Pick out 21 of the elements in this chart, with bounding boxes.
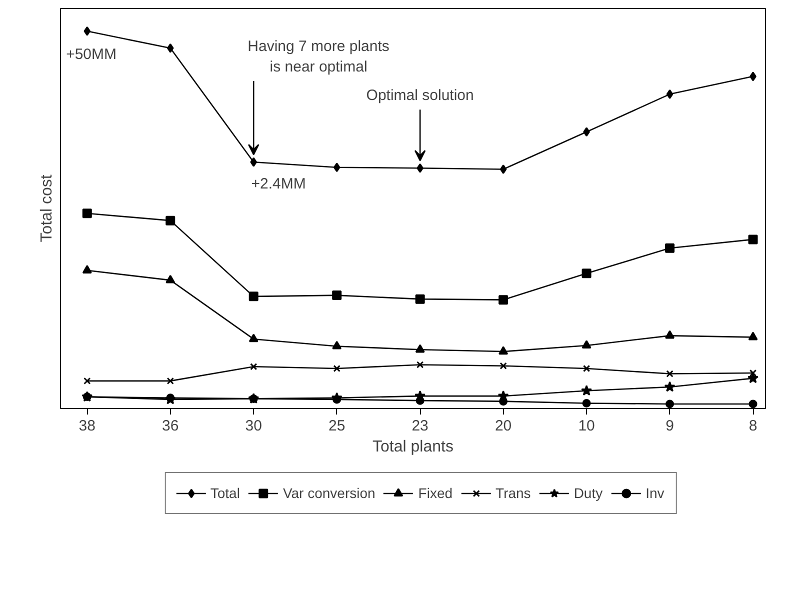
annotation: Optimal solution [366,86,474,104]
annotation: Having 7 more plants is near optimal [248,38,390,76]
legend-label: Total [210,485,240,501]
x-tick-label: 23 [412,418,428,434]
legend-label: Trans [496,485,531,501]
x-tick-label: 38 [78,418,96,434]
legend-label: Var conversion [282,485,376,501]
x-tick-label: 25 [328,418,346,434]
y-axis-title: Total cost [38,174,56,242]
x-tick-label: 10 [578,418,595,434]
legend-label: Duty [574,485,603,501]
x-axis-title: Total plants [372,438,454,456]
annotation: +2.4MM [251,175,306,192]
x-tick-label: 9 [666,418,674,434]
legend-label: Inv [646,485,666,501]
x-tick-label: 8 [748,418,758,434]
x-tick-label: 30 [245,418,262,434]
x-tick-label: 36 [162,418,179,434]
legend-label: Fixed [418,485,453,501]
x-tick-label: 20 [494,418,512,434]
annotation: +50MM [66,46,117,64]
